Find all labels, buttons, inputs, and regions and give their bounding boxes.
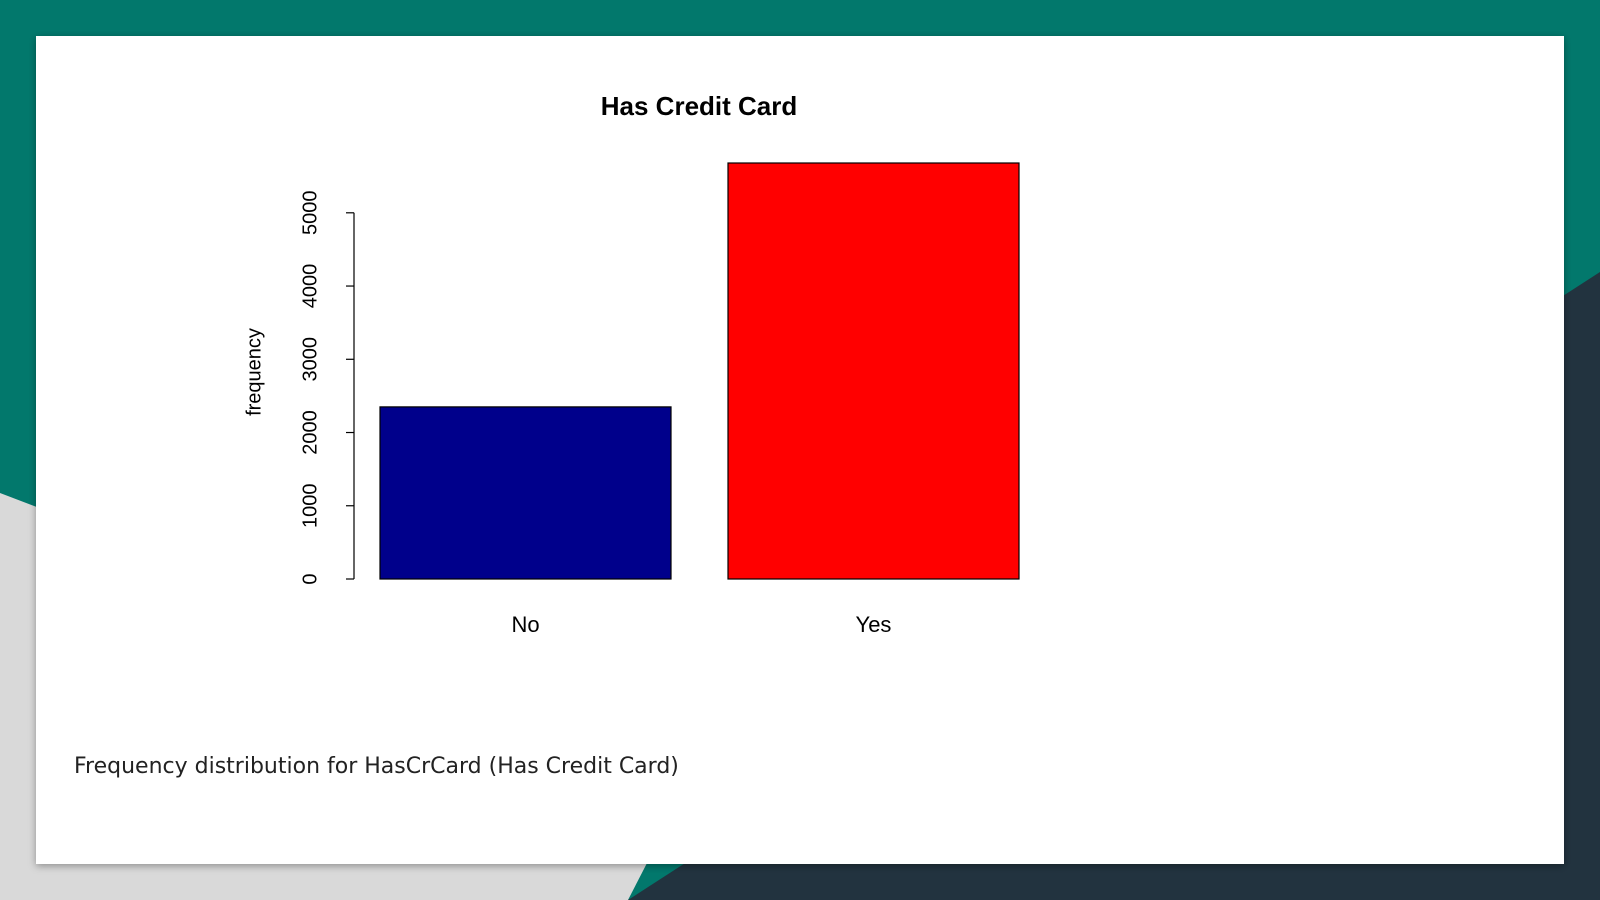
bar: [727, 162, 1020, 580]
y-tick-label: 5000: [299, 191, 321, 236]
bar: [379, 406, 672, 580]
x-tick-label: No: [511, 612, 539, 637]
y-tick-label: 3000: [299, 337, 321, 382]
chart-title: Has Credit Card: [601, 91, 798, 121]
y-tick-label: 2000: [299, 410, 321, 455]
caption: Frequency distribution for HasCrCard (Ha…: [74, 754, 679, 779]
y-axis-label: frequency: [243, 328, 265, 416]
y-tick-label: 1000: [299, 484, 321, 529]
y-tick-label: 4000: [299, 264, 321, 309]
y-tick-label: 0: [299, 573, 321, 584]
x-tick-label: Yes: [856, 612, 892, 637]
